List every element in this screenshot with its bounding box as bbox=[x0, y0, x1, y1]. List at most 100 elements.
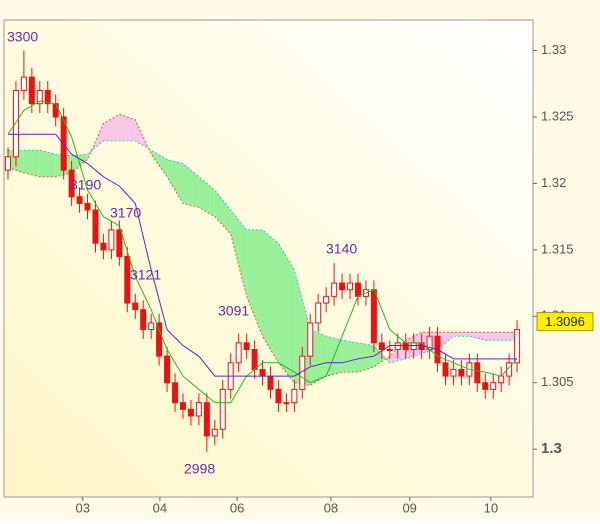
y-tick-label: 1.315 bbox=[541, 241, 574, 256]
candle-body bbox=[132, 302, 139, 311]
candle-body bbox=[164, 355, 171, 384]
cloud-segment bbox=[246, 229, 263, 337]
cloud-segment bbox=[485, 332, 502, 341]
candle-body bbox=[394, 342, 401, 351]
candle-body bbox=[331, 282, 338, 297]
cloud-segment bbox=[23, 150, 40, 177]
candle-body bbox=[347, 282, 354, 291]
annotation: 3091 bbox=[218, 303, 249, 319]
cloud-span-a bbox=[7, 140, 518, 364]
candle-body bbox=[140, 309, 147, 331]
candle-body bbox=[514, 329, 521, 364]
annotation: 3170 bbox=[110, 205, 141, 221]
candle-body bbox=[124, 256, 131, 304]
cloud-segment bbox=[119, 114, 136, 141]
candle-body bbox=[354, 282, 361, 297]
candle-body bbox=[68, 169, 75, 198]
cloud-segment bbox=[167, 159, 183, 204]
cloud-segment bbox=[294, 269, 311, 386]
candle-body bbox=[203, 402, 210, 437]
candle-body bbox=[116, 229, 123, 258]
cloud-segment bbox=[262, 229, 279, 363]
candle-body bbox=[339, 282, 346, 291]
candle-body bbox=[20, 76, 27, 91]
candle-body bbox=[243, 342, 250, 351]
candle-body bbox=[450, 368, 457, 377]
cloud-segment bbox=[501, 332, 518, 341]
candle-body bbox=[307, 322, 314, 357]
candle-body bbox=[179, 402, 186, 410]
candle-body bbox=[291, 388, 298, 404]
candle-body bbox=[235, 342, 242, 364]
candle-body bbox=[482, 382, 489, 390]
candle-body bbox=[195, 402, 202, 417]
candle-body bbox=[4, 156, 11, 171]
annotation: 3121 bbox=[130, 267, 161, 283]
annotation: 2998 bbox=[184, 461, 215, 477]
x-tick-label: 03 bbox=[76, 500, 90, 515]
y-tick-label: 1.325 bbox=[541, 108, 574, 123]
candle-body bbox=[498, 375, 505, 384]
candle-body bbox=[100, 242, 107, 251]
candle-body bbox=[92, 209, 99, 244]
cloud-segment bbox=[198, 176, 215, 217]
candle-body bbox=[275, 388, 282, 404]
cloud-segment bbox=[310, 329, 327, 386]
last-price-label: 1.3096 bbox=[545, 314, 585, 329]
candle-body bbox=[28, 76, 35, 105]
candle-body bbox=[187, 408, 194, 417]
y-tick-label: 1.33 bbox=[541, 42, 566, 57]
candle-body bbox=[386, 349, 393, 352]
cloud-span-b bbox=[7, 113, 518, 386]
candle-body bbox=[84, 202, 91, 211]
indicator-line bbox=[7, 100, 518, 404]
candle-body bbox=[267, 375, 274, 390]
cloud-segment bbox=[278, 243, 295, 383]
candle-body bbox=[219, 388, 226, 430]
candle-body bbox=[474, 362, 481, 384]
x-tick-label: 09 bbox=[402, 500, 416, 515]
candle-body bbox=[172, 382, 179, 404]
candle-body bbox=[442, 362, 449, 377]
candle-body bbox=[323, 295, 330, 304]
candle-body bbox=[315, 302, 322, 324]
cloud-segment bbox=[230, 210, 247, 297]
cloud-segment bbox=[469, 332, 486, 341]
candle-body bbox=[402, 342, 409, 351]
annotation: 3190 bbox=[70, 177, 101, 193]
last-price-box bbox=[536, 312, 594, 332]
candle-body bbox=[44, 89, 51, 105]
x-tick-label: 08 bbox=[324, 500, 338, 515]
plot: 1.31.3051.311.3151.321.3251.330304060809… bbox=[4, 29, 594, 515]
candle-body bbox=[52, 103, 59, 118]
annotation: 3300 bbox=[7, 29, 38, 45]
x-tick-label: 10 bbox=[484, 500, 498, 515]
candle-body bbox=[458, 368, 465, 377]
cloud-segment bbox=[39, 150, 56, 177]
x-tick-label: 04 bbox=[153, 500, 167, 515]
annotation: 3140 bbox=[326, 241, 357, 257]
candle-body bbox=[211, 428, 218, 437]
y-tick-label: 1.32 bbox=[541, 175, 566, 190]
cloud-segment bbox=[437, 332, 454, 350]
indicator-line bbox=[7, 133, 518, 377]
candle-body bbox=[76, 196, 83, 204]
cloud-segment bbox=[182, 163, 199, 208]
candle-body bbox=[108, 229, 115, 251]
cloud-segment bbox=[103, 114, 120, 141]
cloud-segment bbox=[453, 332, 470, 337]
candle-body bbox=[251, 349, 258, 370]
cloud-segment bbox=[214, 190, 231, 234]
candle-body bbox=[148, 322, 155, 331]
candle-body bbox=[12, 89, 19, 158]
x-tick-label: 06 bbox=[230, 500, 244, 515]
candle-body bbox=[36, 89, 43, 105]
y-tick-label: 1.3 bbox=[541, 440, 562, 457]
candle-body bbox=[259, 368, 266, 377]
candle-body bbox=[378, 342, 385, 351]
cloud-segment bbox=[342, 340, 358, 373]
candle-body bbox=[490, 382, 497, 390]
candle-body bbox=[283, 402, 290, 405]
y-tick-label: 1.305 bbox=[541, 374, 574, 389]
